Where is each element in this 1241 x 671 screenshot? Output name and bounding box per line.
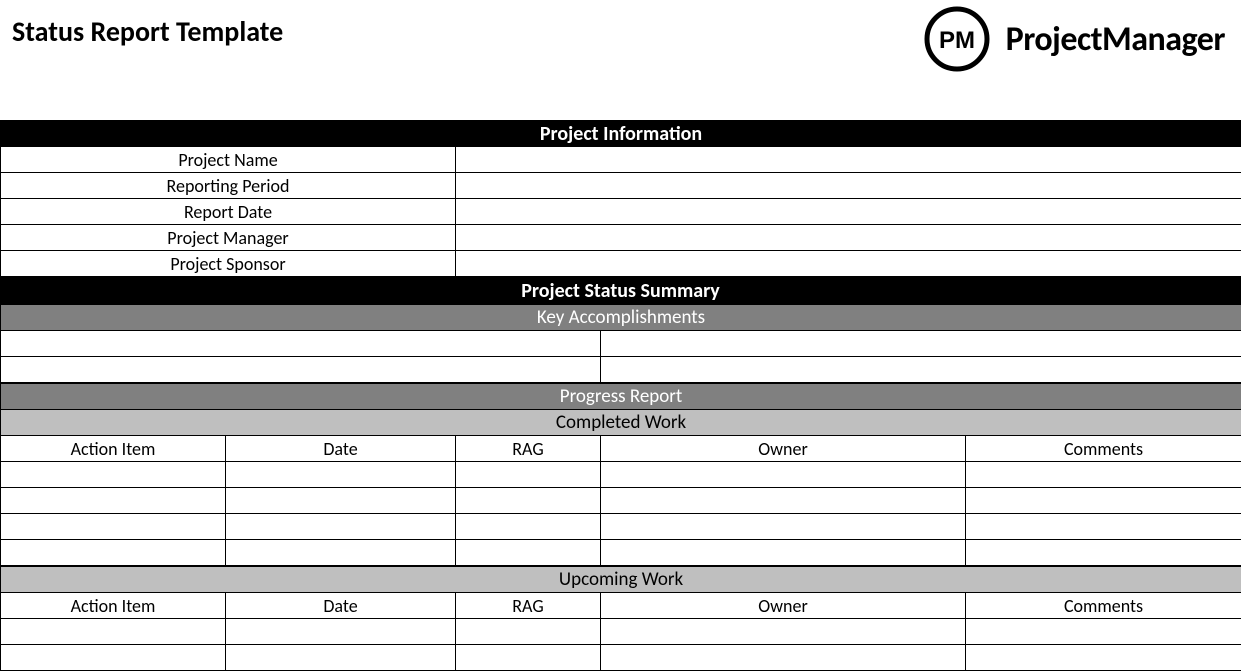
col-header: Comments	[966, 593, 1241, 619]
table-cell[interactable]	[1, 540, 226, 566]
upcoming-work-table: Upcoming Work Action Item Date RAG Owner…	[0, 566, 1241, 671]
info-label: Report Date	[1, 199, 456, 225]
info-value[interactable]	[456, 199, 1241, 225]
brand-logo: PM ProjectManager	[924, 6, 1225, 72]
table-cell[interactable]	[226, 514, 456, 540]
table-cell[interactable]	[1, 488, 226, 514]
table-cell[interactable]	[226, 488, 456, 514]
project-information-table: Project Information Project Name Reporti…	[0, 120, 1241, 277]
table-cell[interactable]	[456, 462, 601, 488]
table-cell[interactable]	[601, 488, 966, 514]
table-cell[interactable]	[966, 619, 1241, 645]
table-cell[interactable]	[456, 540, 601, 566]
table-cell[interactable]	[601, 645, 966, 671]
col-header: Owner	[601, 593, 966, 619]
table-cell[interactable]	[966, 540, 1241, 566]
ka-cell[interactable]	[1, 357, 601, 383]
ka-cell[interactable]	[601, 331, 1241, 357]
table-cell[interactable]	[226, 645, 456, 671]
col-header: Action Item	[1, 593, 226, 619]
info-value[interactable]	[456, 173, 1241, 199]
table-cell[interactable]	[226, 540, 456, 566]
completed-work-table: Progress Report Completed Work Action It…	[0, 383, 1241, 566]
info-value[interactable]	[456, 251, 1241, 277]
col-header: Owner	[601, 436, 966, 462]
ka-cell[interactable]	[601, 357, 1241, 383]
ka-cell[interactable]	[1, 331, 601, 357]
svg-text:PM: PM	[939, 27, 975, 54]
col-header: Date	[226, 436, 456, 462]
info-value[interactable]	[456, 147, 1241, 173]
brand-name: ProjectManager	[1006, 19, 1225, 60]
info-value[interactable]	[456, 225, 1241, 251]
completed-work-header: Completed Work	[1, 410, 1241, 436]
info-label: Project Sponsor	[1, 251, 456, 277]
table-cell[interactable]	[601, 514, 966, 540]
col-header: Date	[226, 593, 456, 619]
table-cell[interactable]	[456, 514, 601, 540]
pm-badge-icon: PM	[924, 6, 990, 72]
progress-report-header: Progress Report	[1, 384, 1241, 410]
info-label: Project Name	[1, 147, 456, 173]
table-cell[interactable]	[456, 619, 601, 645]
table-cell[interactable]	[226, 619, 456, 645]
table-cell[interactable]	[966, 645, 1241, 671]
table-cell[interactable]	[456, 488, 601, 514]
table-cell[interactable]	[601, 619, 966, 645]
status-summary-header: Project Status Summary	[1, 278, 1241, 304]
key-accomplishments-header: Key Accomplishments	[1, 305, 1241, 331]
key-accomplishments-table: Key Accomplishments	[0, 304, 1241, 383]
upcoming-work-header: Upcoming Work	[1, 567, 1241, 593]
table-cell[interactable]	[966, 514, 1241, 540]
table-cell[interactable]	[226, 462, 456, 488]
col-header: Comments	[966, 436, 1241, 462]
table-cell[interactable]	[966, 462, 1241, 488]
status-summary-header-row: Project Status Summary	[0, 277, 1241, 304]
table-cell[interactable]	[601, 462, 966, 488]
col-header: RAG	[456, 593, 601, 619]
info-label: Reporting Period	[1, 173, 456, 199]
table-cell[interactable]	[1, 462, 226, 488]
table-cell[interactable]	[1, 619, 226, 645]
info-label: Project Manager	[1, 225, 456, 251]
table-cell[interactable]	[601, 540, 966, 566]
table-cell[interactable]	[456, 645, 601, 671]
table-cell[interactable]	[1, 645, 226, 671]
page-title: Status Report Template	[12, 14, 283, 49]
table-cell[interactable]	[1, 514, 226, 540]
col-header: RAG	[456, 436, 601, 462]
table-cell[interactable]	[966, 488, 1241, 514]
project-information-header: Project Information	[1, 121, 1241, 147]
col-header: Action Item	[1, 436, 226, 462]
